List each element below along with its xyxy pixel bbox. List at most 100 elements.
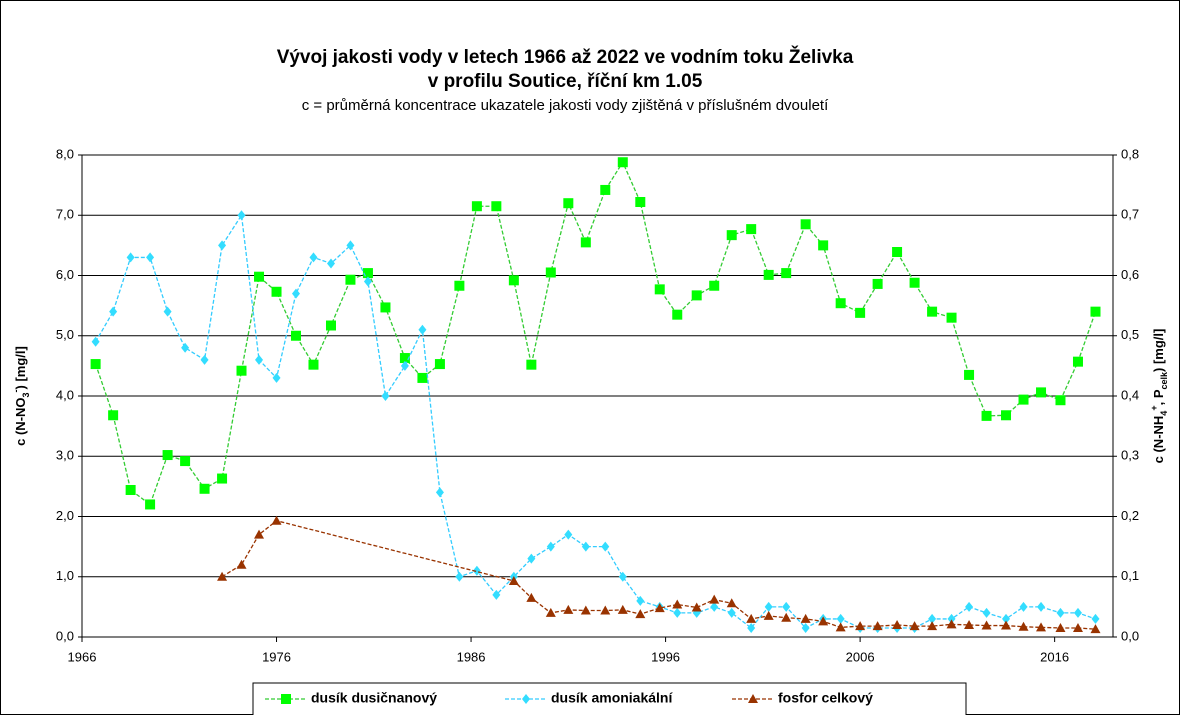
marker [492, 589, 501, 600]
marker [125, 484, 136, 495]
marker [271, 515, 282, 525]
legend-label: fosfor celkový [778, 690, 873, 706]
marker [309, 252, 318, 263]
marker [946, 619, 957, 629]
marker [1037, 601, 1046, 612]
marker [618, 571, 627, 582]
marker [1018, 394, 1029, 405]
marker [199, 483, 210, 494]
marker [580, 237, 591, 248]
y2-tick-label: 0,5 [1121, 327, 1139, 342]
marker [763, 610, 774, 620]
marker [836, 613, 845, 624]
marker [254, 529, 265, 539]
legend-marker [281, 694, 291, 704]
marker [726, 598, 737, 608]
marker [255, 354, 264, 365]
marker [927, 621, 938, 631]
marker [345, 274, 356, 285]
marker [290, 330, 301, 341]
marker [472, 565, 481, 576]
marker [545, 607, 556, 617]
y-tick-label: 3,0 [56, 448, 74, 463]
marker [491, 201, 502, 212]
marker [237, 210, 246, 221]
marker [455, 571, 464, 582]
chart-subtitle: c = průměrná koncentrace ukazatele jakos… [302, 97, 829, 114]
y-tick-label: 7,0 [56, 207, 74, 222]
y2-tick-label: 0,0 [1121, 628, 1139, 643]
marker [835, 622, 846, 632]
marker [782, 601, 791, 612]
marker [709, 280, 720, 291]
marker [1090, 624, 1101, 634]
marker [800, 219, 811, 230]
marker [654, 284, 665, 295]
y2-tick-label: 0,7 [1121, 207, 1139, 222]
marker [380, 302, 391, 313]
y2-axis-label-part: , P [1151, 389, 1166, 405]
marker [1091, 613, 1100, 624]
marker [581, 541, 590, 552]
y2-axis-label-part: celk [1159, 371, 1169, 390]
marker [763, 269, 774, 280]
x-tick-label: 1966 [68, 649, 97, 664]
marker [1055, 395, 1066, 406]
marker [781, 268, 792, 279]
marker [909, 621, 920, 631]
y2-axis-label-part: ) [mg/l] [1151, 329, 1166, 372]
marker [709, 594, 720, 604]
y-axis-label-part: c (N-NO [13, 397, 28, 445]
marker [109, 306, 118, 317]
legend-label: dusík dusičnanový [311, 690, 437, 706]
marker [981, 620, 992, 630]
chart-title: Vývoj jakosti vody v letech 1966 až 2022… [277, 46, 854, 68]
marker [326, 258, 335, 269]
marker [636, 595, 645, 606]
x-tick-label: 2016 [1040, 649, 1069, 664]
marker [746, 224, 757, 235]
marker [162, 450, 173, 461]
marker [1073, 607, 1082, 618]
marker [928, 613, 937, 624]
marker [1002, 613, 1011, 624]
marker [181, 342, 190, 353]
y-tick-label: 8,0 [56, 146, 74, 161]
marker [563, 604, 574, 614]
marker [526, 592, 537, 602]
marker [801, 622, 810, 633]
marker [617, 604, 628, 614]
marker [1001, 620, 1012, 630]
legend [252, 682, 967, 720]
marker [108, 410, 119, 421]
y2-axis-label-part: c (N-NH [1151, 416, 1166, 464]
chart-title: v profilu Soutice, říční km 1.05 [428, 71, 703, 92]
marker [508, 275, 519, 286]
marker [710, 601, 719, 612]
marker [892, 247, 903, 258]
marker [399, 353, 410, 364]
series-line [95, 213, 1096, 629]
marker [217, 473, 228, 484]
x-tick-label: 1986 [457, 649, 486, 664]
y-axis-label: c (N-NO3-) [mg/l] [11, 346, 31, 446]
y2-tick-label: 0,8 [1121, 146, 1139, 161]
marker [1036, 622, 1047, 632]
marker [146, 252, 155, 263]
marker [564, 529, 573, 540]
marker [91, 336, 100, 347]
y-axis-label-part: 3 [21, 392, 31, 397]
marker [964, 619, 975, 629]
marker [1056, 607, 1065, 618]
y2-tick-label: 0,2 [1121, 508, 1139, 523]
marker [217, 571, 228, 581]
marker [672, 599, 683, 609]
marker [163, 306, 172, 317]
x-tick-label: 2006 [846, 649, 875, 664]
marker [927, 306, 938, 317]
y-tick-label: 5,0 [56, 327, 74, 342]
marker [527, 553, 536, 564]
marker [673, 607, 682, 618]
y-tick-label: 1,0 [56, 568, 74, 583]
